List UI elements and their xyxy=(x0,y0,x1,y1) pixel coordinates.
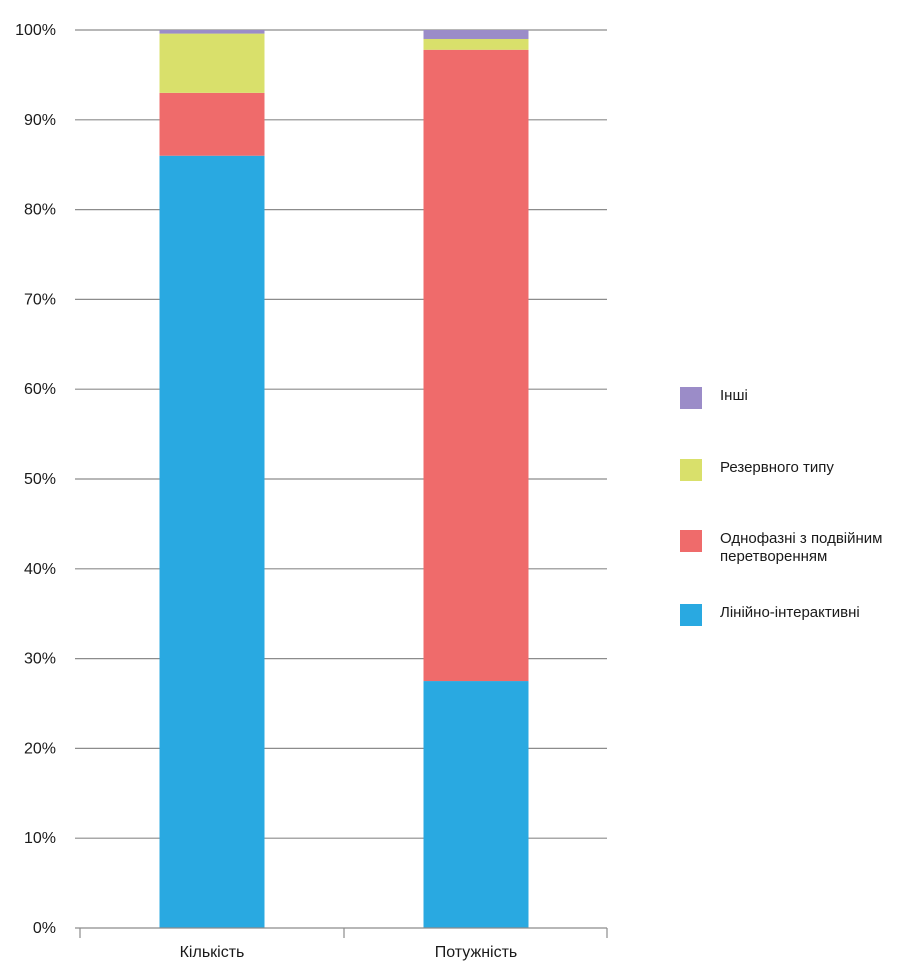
legend-item: Інші xyxy=(680,387,909,409)
bar-segment xyxy=(423,38,529,50)
bar-segment xyxy=(159,30,265,34)
x-axis-categories: Кількість Потужність xyxy=(180,944,518,961)
x-category-label: Потужність xyxy=(435,944,518,961)
bar-segment xyxy=(423,681,529,928)
y-tick-label: 0% xyxy=(33,920,56,937)
bar-segment xyxy=(159,92,265,156)
x-category-label: Кількість xyxy=(180,944,245,961)
bar-segment xyxy=(159,33,265,93)
y-tick-label: 30% xyxy=(24,651,56,668)
y-tick-label: 20% xyxy=(24,740,56,757)
bar-segment xyxy=(159,155,265,929)
bars xyxy=(159,30,529,929)
bar-segment xyxy=(423,30,529,39)
legend-label: Лінійно-інтерактивні xyxy=(720,604,860,621)
y-tick-label: 60% xyxy=(24,381,56,398)
legend-label: Інші xyxy=(720,387,748,404)
y-tick-label: 10% xyxy=(24,830,56,847)
legend-item: Резервного типу xyxy=(680,459,909,481)
legend-swatch xyxy=(680,459,702,481)
legend-item: Однофазні з подвійним перетворенням xyxy=(680,530,909,566)
axes xyxy=(75,927,608,938)
legend-label: Резервного типу xyxy=(720,459,834,476)
y-tick-label: 40% xyxy=(24,561,56,578)
legend-swatch xyxy=(680,387,702,409)
bar-segment xyxy=(423,49,529,682)
legend: Інші Резервного типу Однофазні з подвійним… xyxy=(680,0,909,969)
legend-swatch xyxy=(680,530,702,552)
y-tick-label: 100% xyxy=(15,22,56,39)
y-tick-label: 80% xyxy=(24,202,56,219)
y-tick-label: 50% xyxy=(24,471,56,488)
legend-item: Лінійно-інтерактивні xyxy=(680,604,909,626)
legend-label: Однофазні з подвійним перетворенням xyxy=(720,530,883,565)
y-axis-ticks: 0% 10% 20% 30% 40% 50% 60% 70% 80% 90% 100% xyxy=(15,22,56,937)
y-tick-label: 70% xyxy=(24,291,56,308)
legend-swatch xyxy=(680,604,702,626)
y-tick-label: 90% xyxy=(24,112,56,129)
